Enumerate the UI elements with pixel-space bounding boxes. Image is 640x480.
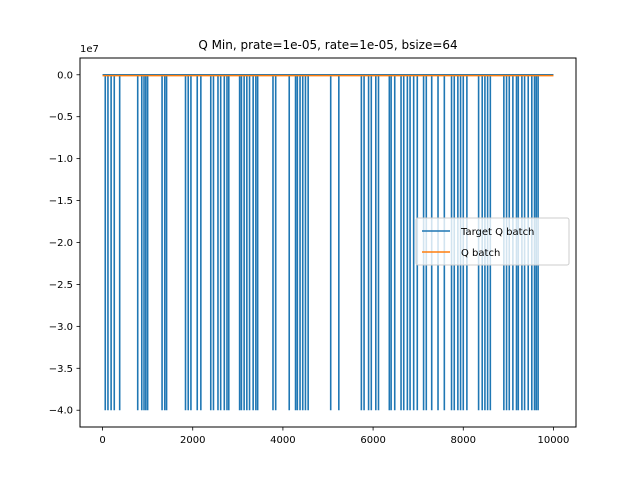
x-tick-label: 10000 (538, 435, 570, 446)
y-tick-label: −1.5 (49, 196, 73, 207)
x-tick-label: 6000 (360, 435, 385, 446)
y-tick-label: −3.0 (49, 322, 73, 333)
legend: Target Q batch Q batch (415, 217, 570, 266)
y-tick-label: 0.0 (57, 70, 73, 81)
x-tick-label: 2000 (180, 435, 205, 446)
legend-box (415, 217, 570, 266)
x-tick-label: 8000 (451, 435, 476, 446)
y-tick-label: −3.5 (49, 364, 73, 375)
x-tick-label: 0 (99, 435, 105, 446)
legend-label-target-q-batch: Target Q batch (460, 227, 534, 238)
x-axis: 0 2000 4000 6000 8000 10000 (99, 427, 569, 446)
y-tick-label: −2.5 (49, 280, 73, 291)
chart-title: Q Min, prate=1e-05, rate=1e-05, bsize=64 (198, 38, 457, 52)
y-tick-label: −4.0 (49, 406, 73, 417)
legend-label-q-batch: Q batch (461, 248, 500, 259)
y-tick-label: −0.5 (49, 112, 73, 123)
y-tick-label: −1.0 (49, 154, 73, 165)
x-tick-label: 4000 (270, 435, 295, 446)
y-axis: 0.0 −0.5 −1.0 −1.5 −2.0 −2.5 −3.0 −3.5 −4.0 (49, 70, 80, 417)
y-tick-label: −2.0 (49, 238, 73, 249)
y-offset-label: 1e7 (80, 44, 99, 55)
